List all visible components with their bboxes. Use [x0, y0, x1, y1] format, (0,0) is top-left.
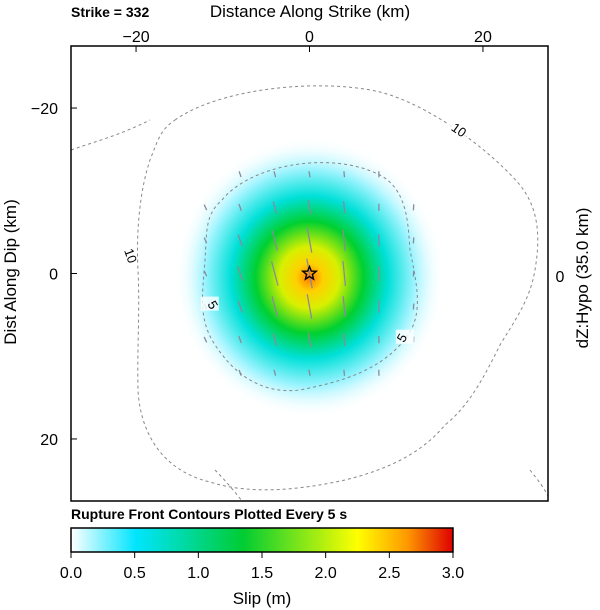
slip-vector	[308, 171, 311, 178]
colorbar-tick-label: 0.5	[124, 565, 146, 582]
slip-vector	[273, 369, 277, 376]
slip-vector	[307, 332, 312, 348]
contour-note: Rupture Front Contours Plotted Every 5 s	[71, 506, 347, 522]
x-tick-label: −20	[122, 29, 149, 46]
slip-vector	[203, 336, 208, 343]
slip-vector	[203, 237, 208, 244]
slip-vector	[342, 333, 346, 346]
contour-label-bg	[447, 122, 466, 137]
rupture-contour-5s	[202, 162, 418, 392]
slip-vector	[203, 204, 208, 211]
slip-vectors	[203, 171, 415, 376]
y-tick-label: −20	[31, 101, 58, 118]
slip-vector	[342, 229, 346, 251]
slip-vector	[238, 369, 242, 376]
slip-vector	[342, 260, 347, 287]
colorbar-tick-label: 2.0	[315, 565, 337, 582]
slip-heat-blob	[174, 137, 445, 418]
slip-vector	[272, 201, 278, 214]
slip-vector	[238, 336, 242, 344]
axis-ticks	[71, 46, 484, 440]
y-tick-label: 20	[40, 432, 58, 449]
slip-vector	[343, 171, 346, 178]
colorbar-tick-labels: 0.0 0.5 1.0 1.5 2.0 2.5 3.0	[60, 552, 464, 582]
rupture-contour-outer	[71, 119, 151, 151]
x-axis-title: Distance Along Strike (km)	[210, 2, 410, 21]
slip-vector	[308, 369, 311, 376]
colorbar-title: Slip (m)	[233, 589, 292, 608]
y-tick-label: 0	[49, 267, 58, 284]
contour-label-bg	[395, 329, 414, 344]
slip-vector	[237, 266, 244, 281]
colorbar-tick-label: 3.0	[442, 565, 464, 582]
slip-vector	[273, 171, 277, 178]
y-axis-title: Dist Along Dip (km)	[1, 199, 20, 344]
slip-vector	[237, 234, 243, 247]
right-tick-label: 0	[556, 269, 565, 286]
slip-vector	[342, 296, 346, 318]
contour-label: 10	[121, 246, 140, 265]
colorbar-tick-label: 0.0	[60, 565, 82, 582]
strike-label: Strike = 332	[71, 4, 149, 20]
slip-vector	[270, 261, 279, 286]
slip-vector	[306, 258, 313, 289]
contour-label: 10	[449, 120, 469, 141]
colorbar	[70, 527, 454, 553]
x-tick-labels: −20 0 20	[122, 29, 491, 46]
slip-vector	[271, 296, 279, 317]
slip-vector	[342, 201, 346, 214]
colorbar-tick-label: 2.5	[378, 565, 400, 582]
y-tick-labels: −20 0 20	[31, 101, 58, 449]
contour-label-bg	[200, 296, 219, 311]
x-tick-label: 0	[305, 29, 314, 46]
right-axis-title: dZ:Hypo (35.0 km)	[573, 208, 592, 349]
slip-vector	[306, 227, 313, 253]
slip-vector	[272, 333, 278, 346]
hypocenter-star-icon	[300, 264, 319, 281]
rupture-contour-corner-bl	[214, 469, 243, 501]
slip-vector	[237, 300, 243, 313]
rupture-contour-corner-br	[529, 469, 548, 497]
slip-vector	[307, 199, 312, 215]
contour-label-bg	[118, 246, 137, 261]
colorbar-tick-label: 1.5	[251, 565, 273, 582]
slip-vector	[271, 230, 279, 251]
slip-vector	[343, 369, 346, 376]
colorbar-tick-label: 1.0	[187, 565, 209, 582]
slip-vector	[203, 270, 208, 277]
slip-vector	[306, 294, 313, 320]
slip-vector	[238, 171, 242, 178]
slip-vector	[238, 203, 242, 211]
x-tick-label: 20	[474, 29, 492, 46]
